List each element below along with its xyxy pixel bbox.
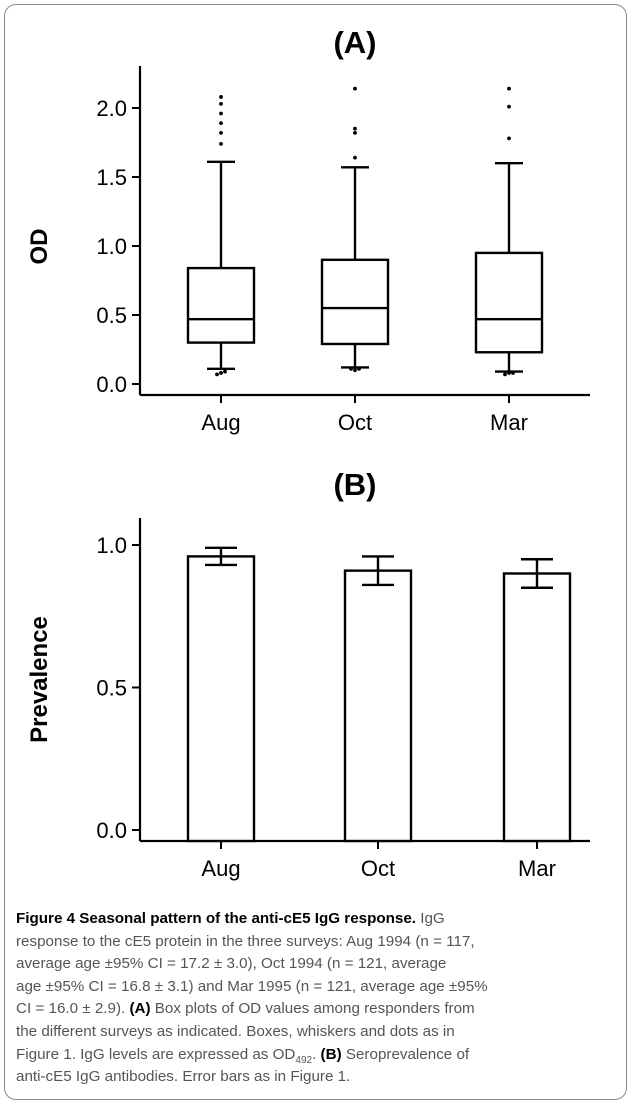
figure-4-charts: (A) 0.0 0.5 1.0 1.5 2.0 OD Aug Oct Mar (B) 0.0 0.5 1.… <box>26 25 590 881</box>
chart-b-x-tick-label: Oct <box>361 856 395 881</box>
box-outlier-dot <box>219 371 223 375</box>
caption-line: Figure 4 Seasonal pattern of the anti-cE… <box>16 908 620 931</box>
chart-b-y-tick-label: 0.0 <box>96 818 127 843</box>
caption-panel-ref: (B) <box>320 1045 342 1063</box>
chart-b-y-tick-label: 0.5 <box>96 676 127 701</box>
caption-text: Box plots of OD values among responders … <box>150 1000 475 1018</box>
caption-panel-ref: (A) <box>129 1000 151 1018</box>
chart-b-y-tick-label: 1.0 <box>96 533 127 558</box>
chart-a-y-tick-label: 1.5 <box>96 165 127 190</box>
box-outlier-dot <box>507 136 511 141</box>
caption-text: IgG <box>416 910 445 927</box>
bar-mar <box>502 572 572 843</box>
caption-line: age ±95% CI = 16.8 ± 3.1) and Mar 1995 (… <box>16 976 620 999</box>
box-outlier-dot <box>215 372 219 377</box>
box-outlier-dot <box>353 155 357 160</box>
caption-line: average age ±95% CI = 17.2 ± 3.0), Oct 1… <box>16 953 620 976</box>
box-outlier-dot <box>219 95 223 99</box>
chart-a-y-axis-label: OD <box>26 229 53 265</box>
chart-a-y-tick-label: 0.5 <box>96 303 127 328</box>
caption-text: response to the cE5 protein in the three… <box>16 932 475 950</box>
box-outlier-dot <box>507 371 511 375</box>
figure-caption: Figure 4 Seasonal pattern of the anti-cE… <box>16 908 620 1089</box>
caption-text: age ±95% CI = 16.8 ± 3.1) and Mar 1995 (… <box>16 977 488 995</box>
chart-a-x-tick-label: Oct <box>338 410 372 435</box>
bar-oct <box>343 569 413 843</box>
box-outlier-dot <box>353 126 357 131</box>
box-outlier-dot <box>219 101 223 106</box>
chart-a-title: (A) <box>333 25 376 60</box>
chart-a-y-tick-label: 0.0 <box>96 372 127 397</box>
box-outlier-dot <box>219 111 223 116</box>
box-outlier-dot <box>507 86 511 91</box>
box-outlier-dot <box>223 369 227 374</box>
caption-line: anti-cE5 IgG antibodies. Error bars as i… <box>16 1066 620 1089</box>
box-outlier-dot <box>349 366 353 371</box>
bar-aug <box>186 555 256 843</box>
caption-figure-label: Figure 4 Seasonal pattern of the anti-cE… <box>16 910 417 927</box>
box-outlier-dot <box>219 121 223 126</box>
caption-text: anti-cE5 IgG antibodies. Error bars as i… <box>16 1068 351 1086</box>
caption-text: Seroprevalence of <box>341 1045 470 1063</box>
chart-a-y-tick-label: 2.0 <box>96 96 127 121</box>
caption-subscript: 492 <box>295 1054 313 1066</box>
box-outlier-dot <box>219 130 223 135</box>
chart-b-x-tick-label: Mar <box>518 856 556 881</box>
box-outlier-dot <box>219 141 223 146</box>
chart-a-x-tick-label: Mar <box>490 410 528 435</box>
caption-line: the different surveys as indicated. Boxe… <box>16 1021 620 1044</box>
chart-a-y-tick-label: 1.0 <box>96 234 127 259</box>
caption-line: CI = 16.0 ± 2.9). (A) Box plots of OD va… <box>16 998 620 1021</box>
caption-line: Figure 1. IgG levels are expressed as OD… <box>16 1044 620 1067</box>
box-outlier-dot <box>503 372 507 377</box>
box-outlier-dot <box>507 104 511 109</box>
figure-frame <box>4 4 627 1100</box>
chart-a-x-tick-label: Aug <box>201 410 240 435</box>
chart-b-y-axis-label: Prevalence <box>26 616 53 743</box>
box-iqr-mar <box>474 251 544 354</box>
caption-text: . <box>312 1045 321 1063</box>
chart-b-title: (B) <box>333 467 376 502</box>
caption-text: the different surveys as indicated. Boxe… <box>16 1022 455 1040</box>
caption-text: average age ±95% CI = 17.2 ± 3.0), Oct 1… <box>16 955 447 973</box>
box-iqr-aug <box>186 266 256 344</box>
caption-text: Figure 1. IgG levels are expressed as OD <box>16 1045 296 1063</box>
caption-line: response to the cE5 protein in the three… <box>16 931 620 954</box>
box-outlier-dot <box>511 371 515 375</box>
box-outlier-dot <box>357 366 361 371</box>
caption-text: CI = 16.0 ± 2.9). <box>16 1000 130 1018</box>
box-outlier-dot <box>353 86 357 91</box>
box-outlier-dot <box>353 130 357 135</box>
box-iqr-oct <box>320 258 390 346</box>
box-outlier-dot <box>353 368 357 373</box>
chart-b-x-tick-label: Aug <box>201 856 240 881</box>
